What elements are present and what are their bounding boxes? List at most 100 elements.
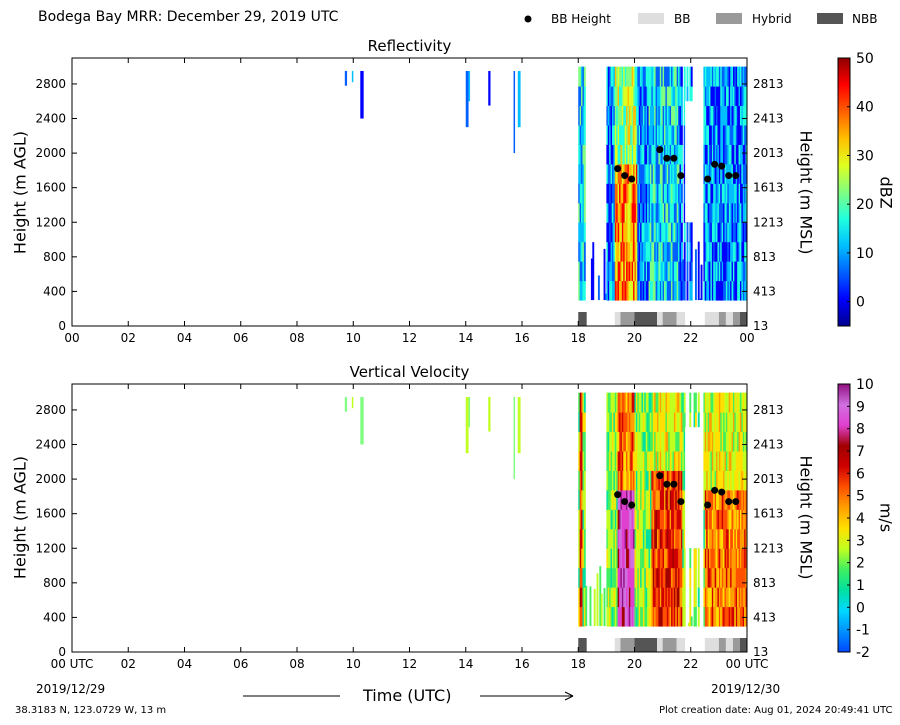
bb-type-segment: [676, 312, 686, 326]
velocity-cell: [682, 412, 685, 433]
velocity-cell: [707, 548, 710, 569]
velocity-cell: [578, 587, 581, 608]
reflectivity-cell: [671, 105, 673, 126]
velocity-cell: [579, 470, 582, 491]
reflectivity-cell: [739, 86, 742, 107]
velocity-cell: [693, 587, 696, 608]
velocity-cell: [612, 509, 614, 530]
velocity-cell: [735, 470, 738, 491]
reflectivity-cell: [669, 261, 672, 282]
velocity-cell: [613, 606, 616, 627]
reflectivity-cell: [686, 261, 689, 282]
velocity-cell: [627, 587, 630, 608]
echo-cell: [351, 70, 354, 83]
velocity-cell: [703, 489, 706, 510]
reflectivity-cell: [634, 280, 637, 301]
reflectivity-cell: [703, 163, 706, 184]
velocity-cell: [657, 412, 659, 433]
reflectivity-cell: [648, 222, 651, 243]
velocity-cell: [717, 470, 720, 491]
velocity-cell: [672, 470, 675, 491]
reflectivity-cell: [716, 86, 718, 107]
velocity-cell: [671, 509, 673, 530]
y-tick-label: 1200: [35, 541, 66, 555]
velocity-cell: [711, 528, 714, 549]
velocity-cell: [714, 451, 717, 471]
reflectivity-cell: [626, 202, 628, 223]
velocity-cell: [678, 567, 680, 588]
velocity-cell: [652, 509, 655, 530]
reflectivity-cell: [628, 202, 631, 223]
reflectivity-cell: [730, 66, 733, 87]
reflectivity-cell: [730, 105, 733, 126]
reflectivity-cell: [671, 222, 673, 243]
velocity-cell: [738, 528, 741, 549]
reflectivity-cell: [744, 183, 747, 204]
reflectivity-cell: [582, 261, 585, 282]
reflectivity-cell: [686, 280, 689, 301]
reflectivity-cell: [704, 144, 707, 165]
velocity-cell: [638, 528, 641, 549]
velocity-cell: [741, 451, 744, 471]
velocity-cell: [631, 412, 634, 433]
velocity-cell: [620, 587, 623, 608]
x-tick-label: 12: [402, 331, 417, 345]
velocity-cell: [707, 528, 710, 549]
echo-cell: [694, 249, 697, 301]
velocity-cell: [713, 606, 716, 627]
reflectivity-cell: [647, 86, 650, 107]
reflectivity-cell: [665, 163, 668, 184]
reflectivity-cell: [744, 105, 747, 126]
reflectivity-cell: [630, 125, 633, 145]
reflectivity-cell: [717, 261, 720, 282]
velocity-cell: [620, 431, 623, 452]
velocity-cell: [724, 548, 727, 569]
reflectivity-cell: [707, 261, 710, 282]
reflectivity-cell: [675, 144, 678, 165]
reflectivity-cell: [732, 66, 735, 87]
reflectivity-cell: [620, 280, 623, 301]
velocity-cell: [710, 489, 713, 510]
reflectivity-cell: [662, 202, 665, 223]
velocity-cell: [617, 587, 620, 608]
reflectivity-cell: [732, 183, 735, 204]
reflectivity-cell: [741, 261, 744, 282]
reflectivity-cell: [623, 222, 626, 243]
velocity-cell: [609, 509, 612, 530]
reflectivity-cell: [678, 202, 680, 223]
reflectivity-cell: [606, 261, 609, 282]
velocity-cell: [612, 606, 614, 627]
reflectivity-cell: [727, 280, 730, 301]
velocity-cell: [675, 451, 678, 471]
velocity-cell: [648, 392, 651, 413]
velocity-cell: [742, 489, 745, 510]
velocity-cell: [739, 392, 742, 413]
velocity-cell: [649, 528, 652, 549]
velocity-cell: [727, 451, 730, 471]
velocity-cell: [624, 451, 627, 471]
velocity-cell: [703, 548, 706, 569]
reflectivity-cell: [583, 183, 586, 204]
velocity-cell: [693, 412, 696, 433]
velocity-cell: [710, 451, 713, 471]
reflectivity-cell: [616, 261, 619, 282]
reflectivity-cell: [583, 86, 586, 107]
velocity-cell: [606, 451, 609, 471]
velocity-cell: [675, 528, 678, 549]
velocity-cell: [616, 548, 619, 569]
velocity-cell: [614, 606, 617, 627]
velocity-cell: [666, 431, 669, 452]
reflectivity-cell: [734, 222, 737, 243]
reflectivity-cell: [627, 66, 630, 87]
velocity-cell: [614, 451, 617, 471]
y-tick-label: 1600: [35, 181, 66, 195]
reflectivity-cell: [680, 86, 683, 107]
reflectivity-cell: [648, 241, 651, 262]
reflectivity-cell: [686, 66, 689, 87]
velocity-cell: [732, 470, 735, 491]
reflectivity-cell: [724, 144, 727, 165]
reflectivity-cell: [658, 261, 661, 282]
reflectivity-cell: [642, 241, 645, 262]
reflectivity-cell: [709, 261, 711, 282]
velocity-cell: [666, 509, 669, 530]
